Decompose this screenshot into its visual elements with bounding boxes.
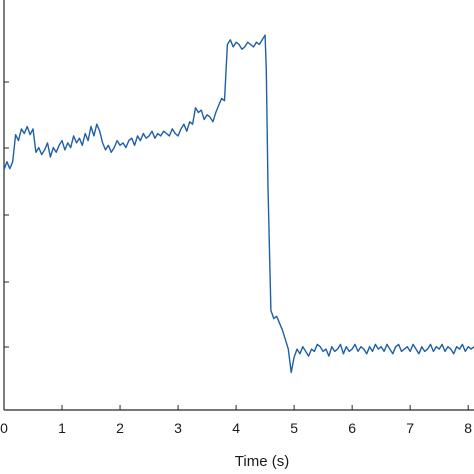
x-tick-label-7: 7 bbox=[406, 420, 414, 436]
x-tick-label-3: 3 bbox=[174, 420, 182, 436]
x-axis-tick-labels: 0 1 2 3 4 5 6 7 8 bbox=[0, 420, 472, 436]
axes bbox=[3, 0, 474, 411]
x-axis-ticks bbox=[3, 405, 469, 410]
x-tick-label-2: 2 bbox=[116, 420, 124, 436]
x-tick-label-6: 6 bbox=[348, 420, 356, 436]
x-tick-label-5: 5 bbox=[290, 420, 298, 436]
x-tick-label-0: 0 bbox=[0, 420, 8, 436]
x-tick-label-8: 8 bbox=[464, 420, 472, 436]
series-line bbox=[3, 34, 474, 374]
x-tick-label-1: 1 bbox=[58, 420, 66, 436]
x-axis-title: Time (s) bbox=[235, 453, 289, 470]
y-axis-ticks bbox=[4, 81, 9, 348]
x-tick-label-4: 4 bbox=[232, 420, 240, 436]
